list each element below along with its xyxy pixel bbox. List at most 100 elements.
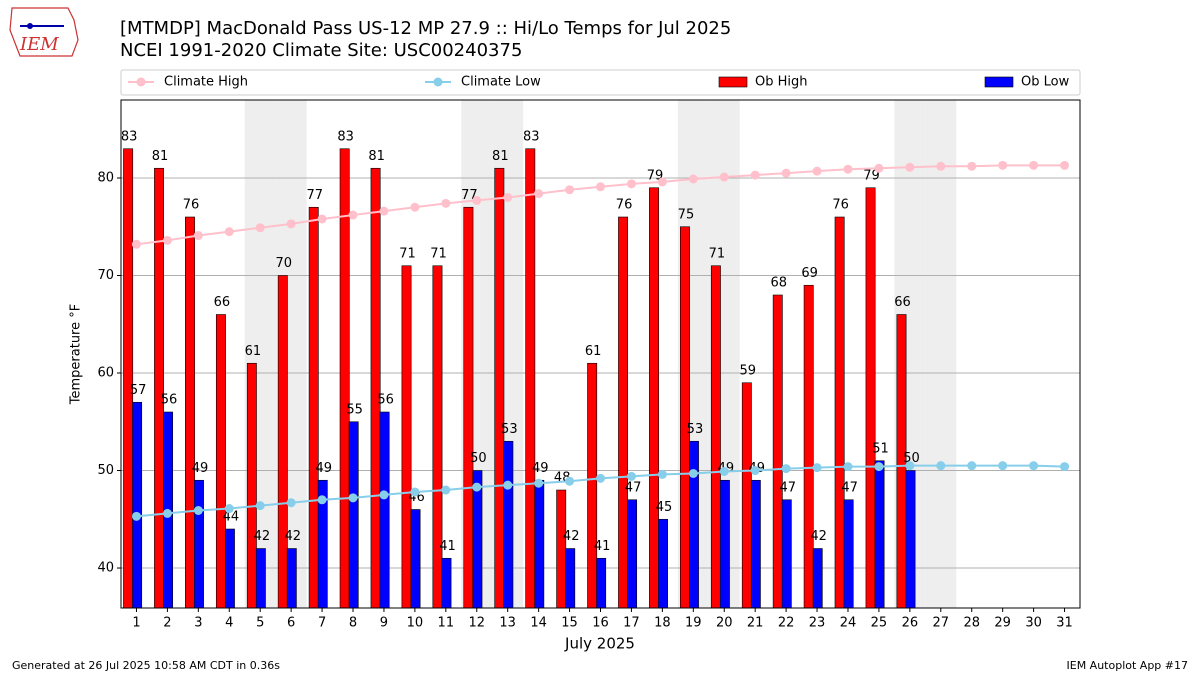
point [162,508,172,518]
x-tick-label: 20 [716,616,733,631]
bar [874,460,885,609]
value-label: 83 [337,129,354,144]
value-label: 49 [315,461,332,476]
bar [348,421,359,609]
value-label: 47 [841,480,858,495]
value-label: 49 [192,461,209,476]
x-axis-label: July 2025 [564,635,635,653]
bar [803,284,814,609]
point [657,469,667,479]
value-label: 81 [152,149,169,164]
x-tick-label: 19 [685,616,702,631]
value-label: 76 [832,198,849,213]
point [410,202,420,212]
y-axis-label: Temperature °F [69,304,84,405]
point [843,462,853,472]
value-label: 56 [161,393,178,408]
x-tick-label: 27 [933,616,950,631]
point [224,504,234,514]
bar [194,479,204,609]
x-tick-label: 28 [963,616,980,631]
value-label: 42 [254,529,271,544]
value-label: 81 [368,149,385,164]
plot-frame [120,99,1081,609]
x-tick-label: 2 [163,616,171,631]
point [874,163,884,173]
point [379,490,389,500]
value-label: 61 [585,344,602,359]
value-label: 83 [121,129,138,144]
point [1060,160,1070,170]
x-tick-label: 12 [468,616,485,631]
point [1060,462,1070,472]
legend-label: Ob High [755,75,808,90]
point [472,195,482,205]
bar [719,479,730,609]
value-label: 77 [306,188,323,203]
bar [525,148,536,609]
x-tick-label: 10 [407,616,424,631]
x-tick-label: 17 [623,616,640,631]
point [967,161,977,171]
point [905,461,915,471]
value-label: 71 [430,246,447,261]
value-label: 66 [214,295,231,310]
bar [834,216,845,609]
x-tick-label: 9 [380,616,388,631]
point [565,476,575,486]
bar [680,226,690,609]
x-tick-label: 16 [592,616,609,631]
point [750,466,760,476]
bar [494,167,505,609]
x-tick-label: 3 [194,616,202,631]
logo-text: IEM [19,34,59,55]
bar [741,382,752,609]
point [936,461,946,471]
value-label: 42 [563,529,580,544]
bar [432,265,443,609]
value-label: 68 [770,276,787,291]
value-label: 71 [399,246,416,261]
point [596,182,605,192]
chart-subtitle: NCEI 1991-2020 Climate Site: USC00240375 [120,40,522,61]
value-label: 57 [130,383,147,398]
value-label: 59 [740,363,757,378]
bar [410,509,421,609]
bar [865,187,876,609]
point [843,164,853,174]
x-tick-label: 4 [225,616,233,631]
value-label: 47 [779,480,796,495]
value-label: 83 [523,129,540,144]
point [626,471,636,481]
point [998,461,1008,471]
point [317,214,327,224]
point [503,193,513,203]
y-tick-label: 80 [97,171,114,186]
value-label: 75 [678,207,695,222]
point [131,239,141,249]
bar [277,275,288,609]
x-tick-label: 6 [287,616,295,631]
value-label: 41 [439,539,456,554]
chart-title: [MTMDP] MacDonald Pass US-12 MP 27.9 :: … [120,18,731,39]
value-label: 45 [656,500,673,515]
value-label: 44 [223,510,240,525]
x-tick-label: 14 [530,616,547,631]
point [998,160,1008,170]
y-tick-label: 50 [97,463,114,478]
y-tick-label: 40 [97,561,114,576]
value-label: 49 [532,461,549,476]
bar [123,148,134,609]
value-label: 56 [377,393,394,408]
legend-label: Ob Low [1021,75,1070,90]
x-tick-label: 11 [438,616,455,631]
value-label: 53 [687,422,704,437]
footer-left: Generated at 26 Jul 2025 10:58 AM CDT in… [12,659,280,672]
point [317,495,327,505]
point [936,161,946,171]
point [534,478,544,488]
x-tick-label: 30 [1025,616,1042,631]
bar [401,265,412,609]
weekend-shade [925,100,957,608]
value-label: 70 [276,256,293,271]
